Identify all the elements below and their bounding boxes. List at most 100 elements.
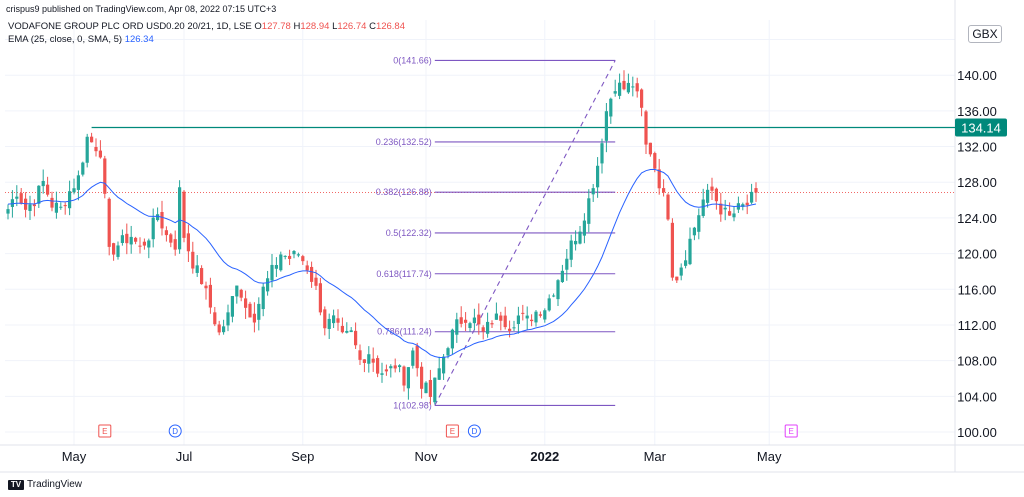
candle-body xyxy=(349,330,353,333)
candle-body xyxy=(340,325,344,333)
candle-body xyxy=(688,238,692,265)
candle-body xyxy=(512,327,516,329)
candle-body xyxy=(626,82,630,93)
candle-body xyxy=(63,205,67,207)
dividend-marker xyxy=(467,424,481,438)
candle-body xyxy=(692,227,696,236)
high-value: 128.94 xyxy=(300,21,330,32)
candle-body xyxy=(305,265,309,271)
candle-body xyxy=(266,278,270,292)
earnings-marker xyxy=(98,424,112,438)
candle-body xyxy=(310,266,314,282)
ema-legend: EMA (25, close, 0, SMA, 5) 126.34 xyxy=(8,34,154,45)
candle-body xyxy=(411,350,415,366)
candle-body xyxy=(46,184,50,195)
candle-body xyxy=(710,186,714,191)
candle-body xyxy=(464,319,468,323)
candle-body xyxy=(543,310,547,320)
candle-body xyxy=(134,237,138,242)
candle-body xyxy=(574,240,578,245)
currency-badge[interactable]: GBX xyxy=(968,25,1002,43)
dividend-marker xyxy=(168,424,182,438)
candle-body xyxy=(657,169,661,189)
candle-body xyxy=(376,358,380,374)
candle-body xyxy=(182,191,186,238)
candle-body xyxy=(635,83,639,92)
candle-body xyxy=(41,180,45,187)
candle-body xyxy=(239,289,243,298)
price-axis[interactable]: 100.00 104.00 108.00 112.00 116.00 120.00 124.… xyxy=(955,68,1007,440)
ema-line xyxy=(7,168,757,359)
candle-body xyxy=(332,315,336,324)
candle-body xyxy=(459,317,463,324)
candle-body xyxy=(314,277,318,286)
candle-body xyxy=(160,211,164,229)
candle-body xyxy=(754,188,758,193)
candle-body xyxy=(371,358,375,363)
candle-body xyxy=(208,284,212,308)
symbol-legend: VODAFONE GROUP PLC ORD USD0.20 20/21, 1D… xyxy=(8,21,405,32)
candle-body xyxy=(648,142,652,155)
candle-body xyxy=(81,162,85,175)
candle-body xyxy=(164,230,168,236)
candle-body xyxy=(274,265,278,269)
price-tick-label: 140.00 xyxy=(957,68,997,83)
candle-body xyxy=(59,206,63,208)
time-axis[interactable]: May Jul Sep Nov 2022 Mar May xyxy=(62,449,782,464)
time-tick-label: May xyxy=(62,449,87,464)
candle-body xyxy=(521,312,525,314)
candle-body xyxy=(327,318,331,329)
candle-body xyxy=(98,150,102,158)
candle-body xyxy=(424,382,428,394)
candle-body xyxy=(358,350,362,360)
symbol-title: VODAFONE GROUP PLC ORD USD0.20 20/21, 1D… xyxy=(8,21,252,32)
time-tick-label: Sep xyxy=(291,449,314,464)
candle-body xyxy=(301,256,305,262)
candle-body xyxy=(222,326,226,333)
candle-body xyxy=(354,330,358,346)
candle-body xyxy=(217,324,221,333)
time-tick-label: May xyxy=(757,449,782,464)
candle-body xyxy=(662,188,666,193)
candle-body xyxy=(455,319,459,335)
candle-body xyxy=(112,243,116,255)
candle-body xyxy=(248,303,252,318)
fib-level-label: 0.236(132.52) xyxy=(376,137,432,147)
time-tick-label: Mar xyxy=(644,449,667,464)
candle-body xyxy=(481,327,485,332)
candle-body xyxy=(701,199,705,216)
candle-body xyxy=(631,86,635,88)
candle-body xyxy=(235,285,239,297)
candle-body xyxy=(85,136,89,163)
candle-body xyxy=(622,80,626,90)
candle-body xyxy=(538,314,542,316)
price-tick-label: 116.00 xyxy=(958,282,997,297)
candle-body xyxy=(283,255,287,257)
candle-body xyxy=(19,193,23,204)
price-tick-label: 104.00 xyxy=(957,389,997,404)
candle-body xyxy=(380,373,384,375)
candle-body xyxy=(578,231,582,244)
candle-body xyxy=(362,359,366,363)
candle-body xyxy=(477,314,481,325)
candle-body xyxy=(213,312,217,325)
candle-body xyxy=(10,199,14,207)
candle-body xyxy=(68,191,72,209)
candle-body xyxy=(116,245,120,257)
candle-body xyxy=(714,188,718,202)
candle-body xyxy=(120,235,124,243)
candle-body xyxy=(499,315,503,321)
candle-body xyxy=(252,313,256,323)
ema-path xyxy=(7,168,757,359)
event-marker-label: D xyxy=(172,427,178,436)
candle-body xyxy=(257,303,261,320)
candle-body xyxy=(697,215,701,232)
time-tick-label: 2022 xyxy=(530,449,559,464)
time-tick-label: Jul xyxy=(176,449,193,464)
candle-body xyxy=(318,283,322,313)
price-tick-label: 120.00 xyxy=(957,247,997,262)
event-marker-label: D xyxy=(472,427,478,436)
open-value: 127.78 xyxy=(261,21,291,32)
